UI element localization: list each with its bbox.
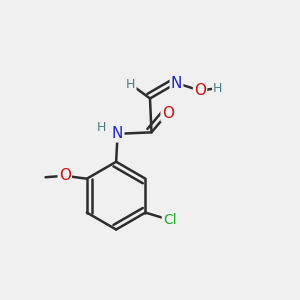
Text: O: O xyxy=(59,168,71,183)
Text: O: O xyxy=(162,106,174,121)
Text: N: N xyxy=(171,76,182,91)
Text: O: O xyxy=(194,83,206,98)
Text: H: H xyxy=(126,78,136,91)
Text: Cl: Cl xyxy=(163,213,176,227)
Text: H: H xyxy=(213,82,222,95)
Text: H: H xyxy=(97,121,106,134)
Text: N: N xyxy=(112,126,123,141)
